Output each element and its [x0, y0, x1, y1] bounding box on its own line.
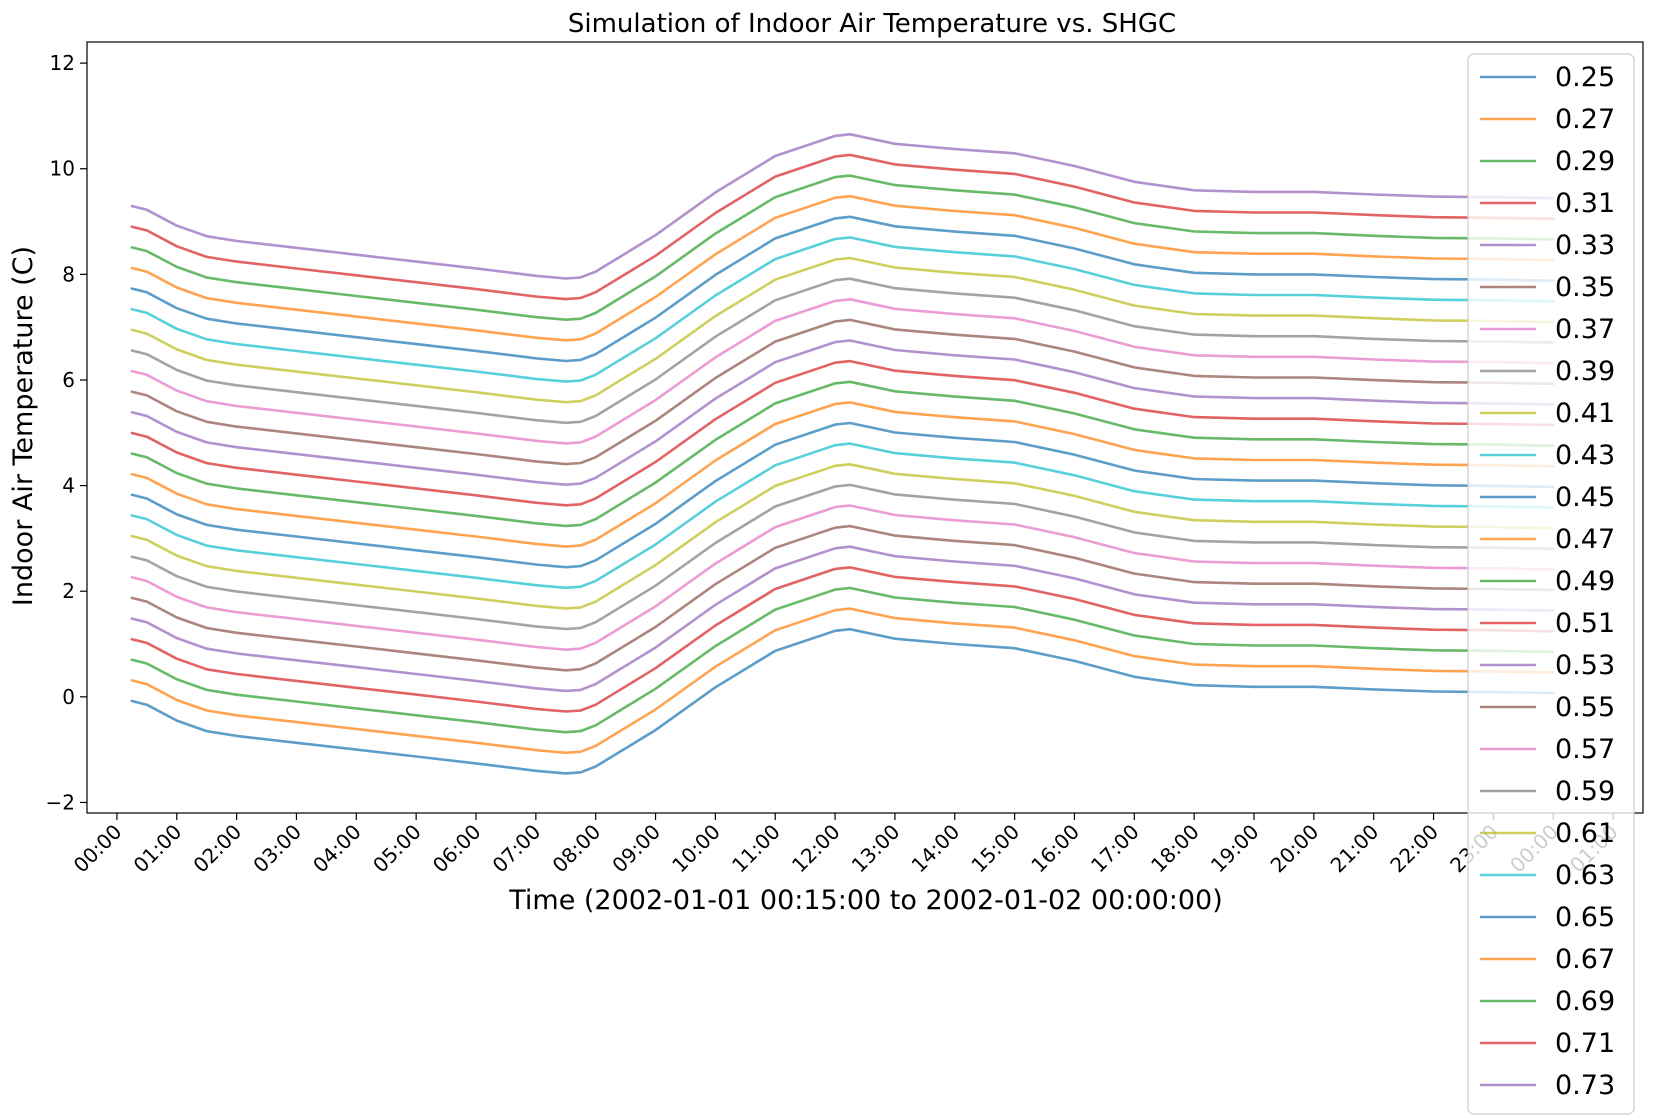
legend-label: 0.33 — [1555, 230, 1615, 261]
legend-label: 0.63 — [1555, 860, 1615, 891]
x-tick-label: 16:00 — [1026, 820, 1084, 878]
x-tick-label: 00:00 — [69, 820, 127, 878]
legend-label: 0.39 — [1555, 356, 1615, 387]
legend-label: 0.69 — [1555, 986, 1615, 1017]
y-tick-label: 12 — [50, 51, 75, 75]
series-line-0.39 — [130, 483, 1555, 631]
x-tick-label: 10:00 — [667, 820, 725, 878]
y-tick-label: 6 — [62, 368, 75, 392]
series-line-0.65 — [130, 215, 1555, 363]
series-line-0.27 — [130, 607, 1555, 755]
plot-area-frame — [86, 41, 1644, 814]
series-line-0.43 — [130, 442, 1555, 590]
series-line-0.71 — [130, 153, 1555, 301]
series-line-0.73 — [130, 133, 1555, 280]
x-tick-label: 03:00 — [248, 820, 306, 878]
x-tick-label: 04:00 — [308, 820, 366, 878]
series-line-0.33 — [130, 545, 1555, 693]
x-tick-label: 05:00 — [368, 820, 426, 878]
x-tick-label: 13:00 — [847, 820, 905, 878]
series-line-0.37 — [130, 504, 1555, 652]
series-line-0.61 — [130, 256, 1555, 404]
x-tick-label: 12:00 — [787, 820, 845, 878]
y-axis: −2 0 2 4 6 8 10 12 — [46, 51, 87, 814]
series-line-0.53 — [130, 339, 1555, 487]
legend-label: 0.37 — [1555, 314, 1615, 345]
x-tick-label: 07:00 — [488, 820, 546, 878]
legend-label: 0.53 — [1555, 650, 1615, 681]
x-tick-label: 08:00 — [548, 820, 606, 878]
series-line-0.69 — [130, 174, 1555, 322]
y-axis-label: Indoor Air Temperature (C) — [8, 246, 39, 606]
legend-label: 0.45 — [1555, 482, 1615, 513]
x-tick-label: 21:00 — [1326, 820, 1384, 878]
legend-label: 0.41 — [1555, 398, 1615, 429]
legend-label: 0.35 — [1555, 272, 1615, 303]
series-line-0.59 — [130, 277, 1555, 425]
series-line-0.63 — [130, 236, 1555, 383]
legend-label: 0.51 — [1555, 608, 1615, 639]
y-tick-label: 0 — [62, 685, 75, 709]
x-tick-label: 18:00 — [1146, 820, 1204, 878]
legend-label: 0.47 — [1555, 524, 1615, 555]
legend-label: 0.57 — [1555, 734, 1615, 765]
series-line-0.67 — [130, 194, 1555, 342]
x-tick-label: 20:00 — [1266, 820, 1324, 878]
y-tick-label: 2 — [62, 579, 75, 603]
series-line-0.45 — [130, 421, 1555, 569]
x-tick-label: 17:00 — [1086, 820, 1144, 878]
legend-label: 0.61 — [1555, 818, 1615, 849]
legend-label: 0.55 — [1555, 692, 1615, 723]
series-line-0.25 — [130, 627, 1555, 775]
x-tick-label: 22:00 — [1385, 820, 1443, 878]
y-tick-label: −2 — [46, 790, 75, 814]
series-line-0.47 — [130, 401, 1555, 548]
x-tick-label: 02:00 — [188, 820, 246, 878]
x-tick-label: 01:00 — [129, 820, 187, 878]
series-line-0.51 — [130, 359, 1555, 507]
legend-label: 0.67 — [1555, 944, 1615, 975]
series-line-0.57 — [130, 297, 1555, 445]
series-line-0.55 — [130, 318, 1555, 466]
legend-label: 0.25 — [1555, 62, 1615, 93]
y-tick-label: 4 — [62, 474, 75, 498]
series-line-0.35 — [130, 524, 1555, 672]
series-line-0.31 — [130, 566, 1555, 713]
legend-label: 0.49 — [1555, 566, 1615, 597]
y-tick-label: 10 — [50, 157, 75, 181]
legend-label: 0.29 — [1555, 146, 1615, 177]
series-line-0.29 — [130, 586, 1555, 734]
legend-label: 0.71 — [1555, 1028, 1615, 1059]
legend-label: 0.59 — [1555, 776, 1615, 807]
chart-title: Simulation of Indoor Air Temperature vs.… — [568, 9, 1176, 39]
x-tick-label: 19:00 — [1206, 820, 1264, 878]
y-tick-label: 8 — [62, 262, 75, 286]
series-line-0.41 — [130, 462, 1555, 610]
x-tick-label: 11:00 — [727, 820, 785, 878]
series-lines — [130, 133, 1555, 775]
legend-label: 0.43 — [1555, 440, 1615, 471]
series-line-0.49 — [130, 380, 1555, 528]
legend-box — [1467, 53, 1635, 1115]
legend-items: 0.25 0.27 0.29 0.31 0.33 0.35 0.37 0.39 0.41 0.43… — [1480, 62, 1615, 1101]
legend: 0.25 0.27 0.29 0.31 0.33 0.35 0.37 0.39 0.41 0.43… — [1467, 53, 1635, 1115]
x-tick-label: 06:00 — [428, 820, 486, 878]
x-tick-label: 15:00 — [966, 820, 1024, 878]
x-axis: 00:00 01:00 02:00 03:00 04:00 05:00 06:00 07:00… — [69, 813, 1623, 877]
legend-label: 0.27 — [1555, 104, 1615, 135]
x-axis-label: Time (2002-01-01 00:15:00 to 2002-01-02 … — [508, 885, 1223, 916]
legend-label: 0.73 — [1555, 1070, 1615, 1101]
x-tick-label: 14:00 — [907, 820, 965, 878]
legend-label: 0.65 — [1555, 902, 1615, 933]
x-tick-label: 09:00 — [607, 820, 665, 878]
legend-label: 0.31 — [1555, 188, 1615, 219]
